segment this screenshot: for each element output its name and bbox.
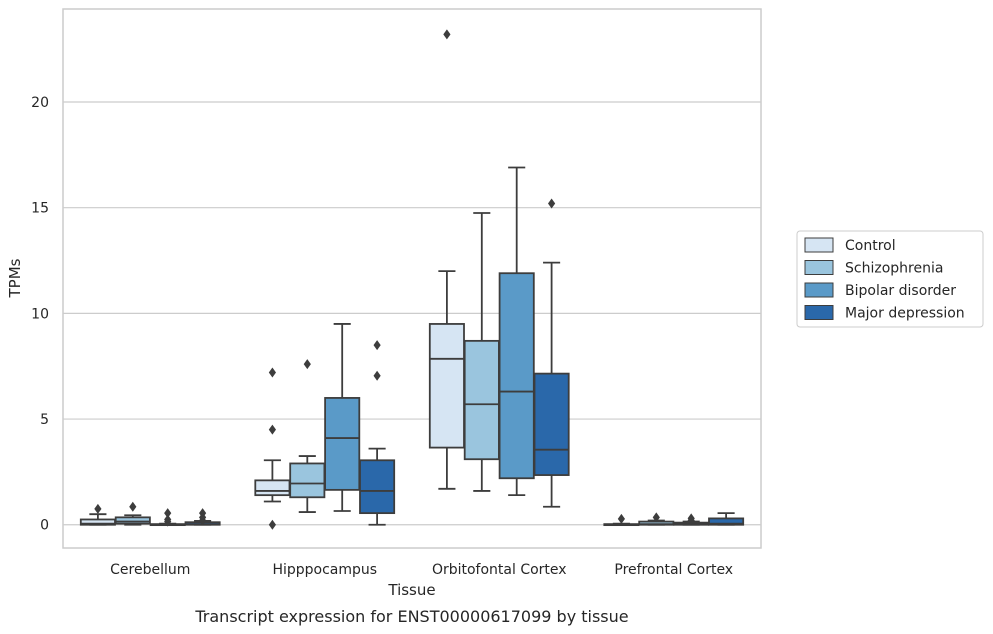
box <box>603 513 640 527</box>
box <box>498 166 535 497</box>
outlier-point <box>373 370 381 381</box>
box <box>324 323 361 512</box>
legend-label: Control <box>845 238 896 254</box>
y-tick-label: 0 <box>40 518 49 534</box>
y-tick-label: 15 <box>31 201 49 217</box>
box <box>673 513 710 526</box>
legend-label: Schizophrenia <box>845 261 943 277</box>
iqr-box <box>324 397 361 491</box>
legend-swatch <box>804 282 834 298</box>
box <box>184 508 221 526</box>
iqr-box <box>498 272 535 480</box>
iqr-box <box>359 459 396 515</box>
x-tick-label: Hipppocampus <box>272 562 377 578</box>
box <box>708 512 745 526</box>
outlier-point <box>164 508 172 519</box>
x-tick-label: Prefrontal Cortex <box>614 562 733 578</box>
outlier-point <box>303 359 311 370</box>
box <box>428 29 465 490</box>
outlier-point <box>164 516 172 527</box>
iqr-box <box>114 516 151 525</box>
iqr-box <box>254 479 291 497</box>
outlier-point <box>199 515 207 526</box>
legend-frame <box>796 230 984 328</box>
box <box>289 359 326 513</box>
iqr-box <box>533 372 570 476</box>
x-tick-label: Cerebellum <box>110 562 190 578</box>
legend-swatch <box>804 305 834 320</box>
plot-frame <box>62 8 762 549</box>
box <box>638 512 675 526</box>
y-tick-labels: 0 5 10 15 20 <box>31 95 49 534</box>
legend: Control Schizophrenia Bipolar disorder Majo… <box>796 230 984 328</box>
iqr-box <box>428 323 465 449</box>
x-tick-label: Orbitofontal Cortex <box>432 562 567 578</box>
y-axis-label: TPMs <box>6 258 24 298</box>
outlier-point <box>268 424 276 435</box>
outlier-point <box>617 513 625 524</box>
box <box>254 367 291 530</box>
box <box>114 501 151 526</box>
x-tick-labels: Cerebellum Hipppocampus Orbitofontal Corte… <box>110 562 733 578</box>
x-axis-label: Tissue <box>387 581 435 599</box>
box <box>149 508 186 527</box>
box <box>79 503 116 526</box>
iqr-box <box>463 339 500 461</box>
iqr-box <box>289 462 326 499</box>
gridlines <box>63 101 761 526</box>
y-tick-label: 20 <box>31 95 49 111</box>
outlier-point <box>687 515 695 526</box>
outlier-point <box>373 340 381 351</box>
box <box>533 198 570 508</box>
box <box>463 212 500 492</box>
chart-caption: Transcript expression for ENST0000061709… <box>194 607 628 626</box>
outlier-point <box>129 501 137 512</box>
legend-label: Major depression <box>845 306 965 322</box>
outlier-point <box>268 519 276 530</box>
y-tick-label: 5 <box>40 412 49 428</box>
outlier-point <box>548 198 556 209</box>
iqr-box <box>708 517 745 526</box>
boxes <box>79 29 745 530</box>
legend-swatch <box>804 260 834 275</box>
legend-label: Bipolar disorder <box>845 283 956 299</box>
y-tick-label: 10 <box>31 306 49 322</box>
outlier-point <box>652 512 660 523</box>
box <box>359 340 396 526</box>
outlier-point <box>443 29 451 40</box>
legend-swatch <box>804 237 834 253</box>
outlier-point <box>268 367 276 378</box>
outlier-point <box>94 503 102 514</box>
